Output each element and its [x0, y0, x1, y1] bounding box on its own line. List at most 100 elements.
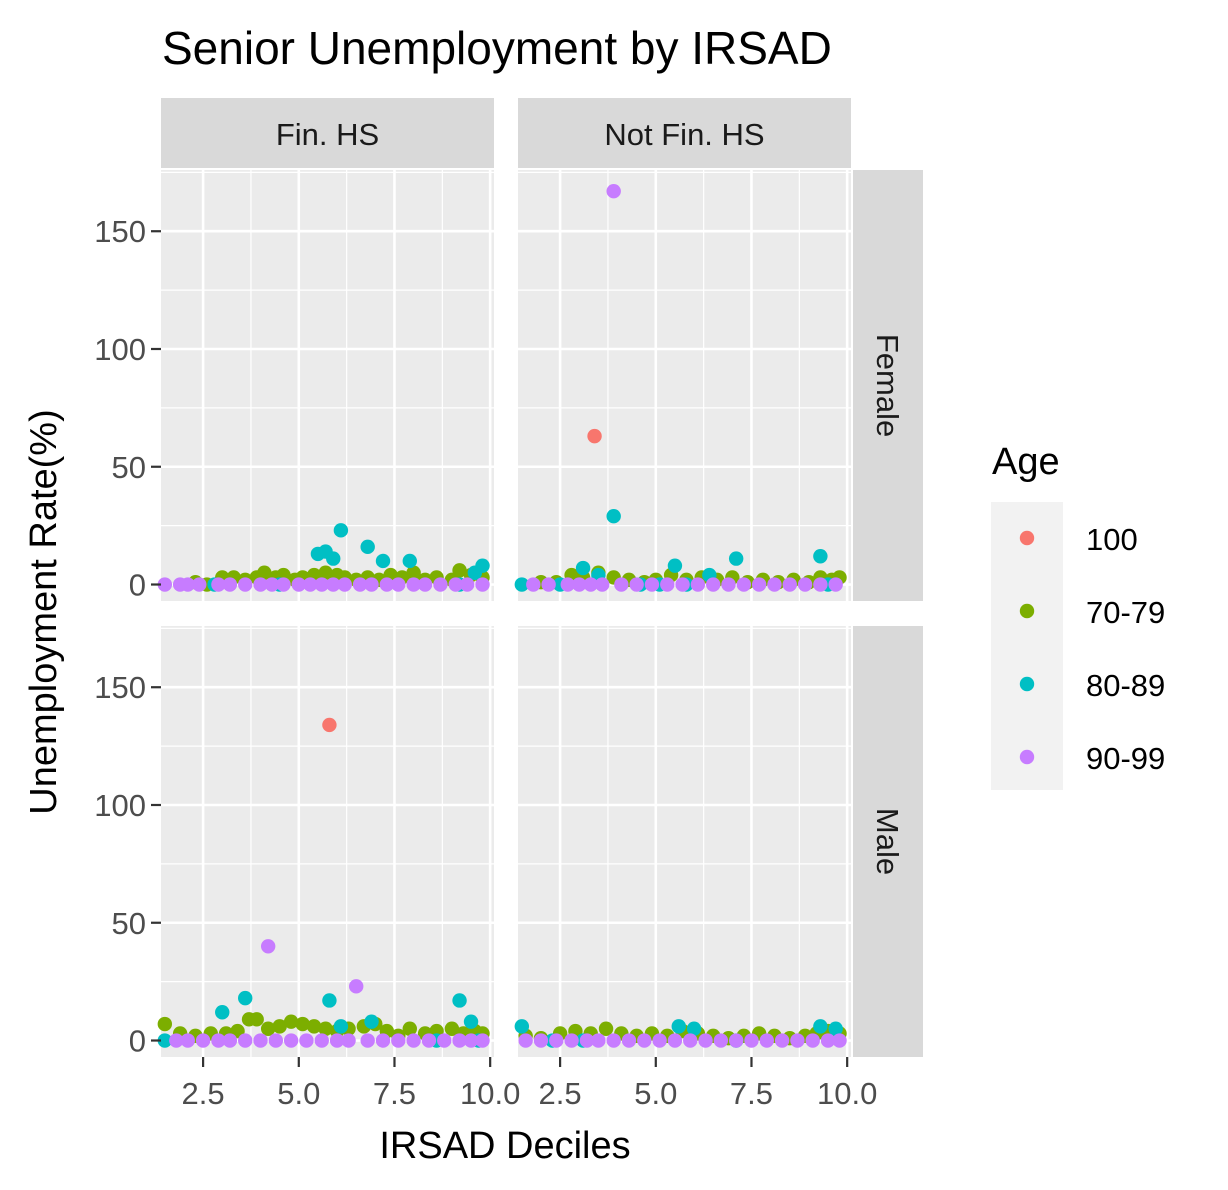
data-point-90-99: [637, 1033, 652, 1048]
data-point-90-99: [797, 577, 813, 592]
data-point-90-99: [391, 577, 406, 592]
data-point-90-99: [828, 577, 843, 592]
data-point-80-89: [828, 1021, 843, 1036]
data-point-80-89: [813, 1019, 828, 1034]
data-point-80-89: [157, 1033, 173, 1048]
data-point-90-99: [667, 1033, 683, 1048]
data-point-70-79: [318, 565, 333, 580]
data-point-80-89: [475, 558, 490, 573]
data-point-90-99: [736, 577, 752, 592]
data-point-80-89: [813, 549, 828, 564]
facet-strip-col-label: Not Fin. HS: [604, 117, 764, 152]
data-point-90-99: [283, 1033, 299, 1048]
data-point-90-99: [299, 1033, 314, 1048]
panel-background: [518, 626, 851, 1057]
data-point-70-79: [406, 565, 421, 580]
data-point-90-99: [253, 577, 268, 592]
data-point-90-99: [591, 1033, 606, 1048]
data-point-90-99: [253, 1033, 268, 1048]
data-point-80-89: [333, 523, 349, 538]
data-point-90-99: [526, 577, 541, 592]
data-point-90-99: [291, 577, 306, 592]
legend-key-90-99: [1019, 749, 1035, 765]
data-point-90-99: [169, 1033, 184, 1048]
points-not-fin-hs-male: [514, 1019, 847, 1048]
legend-key-100: [1019, 530, 1035, 546]
data-point-90-99: [475, 577, 490, 592]
x-axis-label: IRSAD Deciles: [379, 1125, 630, 1167]
data-point-90-99: [706, 577, 721, 592]
data-point-90-99: [341, 1033, 356, 1048]
data-point-90-99: [195, 1033, 211, 1048]
points-fin-hs-female: [157, 523, 490, 592]
data-point-80-89: [575, 560, 591, 576]
data-point-90-99: [437, 1033, 452, 1048]
data-point-90-99: [180, 1033, 195, 1048]
data-point-90-99: [652, 1033, 667, 1048]
y-axis-group: 0 50 100 150 0 50 100 150: [94, 214, 161, 1059]
data-point-90-99: [644, 577, 660, 592]
panel-background: [518, 170, 851, 601]
data-point-80-89: [238, 990, 253, 1006]
legend-key-70-79: [1019, 603, 1035, 619]
data-point-90-99: [572, 577, 587, 592]
data-point-90-99: [192, 577, 207, 592]
data-point-80-89: [452, 993, 467, 1008]
facet-strip-col-label: Fin. HS: [276, 117, 379, 152]
data-point-70-79: [306, 1019, 322, 1034]
data-point-90-99: [375, 1033, 391, 1048]
y-axis-label: Unemployment Rate(%): [23, 409, 65, 814]
data-point-90-99: [222, 577, 238, 592]
data-point-90-99: [391, 1033, 406, 1048]
data-point-80-89: [671, 1019, 686, 1034]
data-point-70-79: [444, 1021, 460, 1036]
data-point-90-99: [238, 577, 253, 592]
data-point-90-99: [157, 577, 173, 592]
data-point-90-99: [579, 1033, 595, 1048]
data-point-80-89: [514, 1019, 530, 1034]
data-point-90-99: [433, 577, 448, 592]
legend-key-background: [991, 502, 1063, 790]
data-point-90-99: [406, 1033, 421, 1048]
data-point-90-99: [621, 1033, 637, 1048]
data-point-70-79: [318, 1021, 333, 1036]
data-point-90-99: [744, 1033, 759, 1048]
data-point-90-99: [421, 1033, 437, 1048]
data-point-80-89: [514, 577, 530, 592]
data-point-90-99: [690, 577, 706, 592]
data-point-80-89: [686, 1021, 702, 1036]
data-point-90-99: [606, 183, 621, 199]
panel-grid: [157, 170, 851, 1057]
y-tick-label: 150: [94, 214, 146, 249]
legend-key-80-89: [1019, 676, 1035, 692]
legend-label: 90-99: [1086, 741, 1165, 776]
data-point-80-89: [322, 993, 337, 1008]
x-axis-group: 2.5 5.0 7.5 10.0 2.5 5.0 7.5 10.0: [182, 1057, 877, 1111]
data-point-90-99: [660, 577, 675, 592]
data-point-90-99: [820, 1033, 836, 1048]
data-point-90-99: [360, 1033, 375, 1048]
data-point-90-99: [595, 577, 610, 592]
data-point-80-89: [402, 553, 417, 569]
data-point-80-89: [728, 551, 744, 566]
data-point-70-79: [260, 1021, 276, 1036]
data-point-90-99: [721, 577, 736, 592]
x-tick-label: 10.0: [460, 1076, 520, 1111]
data-point-80-89: [606, 509, 621, 524]
data-point-100: [587, 428, 602, 444]
data-point-80-89: [326, 551, 341, 566]
facet-strip-row-label: Female: [870, 334, 905, 437]
x-tick-label: 5.0: [634, 1076, 677, 1111]
facet-strip-col: [161, 98, 494, 168]
data-point-90-99: [211, 577, 226, 592]
data-point-90-99: [364, 577, 379, 592]
data-point-90-99: [728, 1033, 744, 1048]
legend-label: 70-79: [1086, 595, 1165, 630]
data-point-90-99: [782, 577, 797, 592]
data-point-80-89: [360, 539, 375, 555]
x-tick-label: 5.0: [277, 1076, 320, 1111]
data-point-90-99: [211, 1033, 226, 1048]
data-point-90-99: [326, 577, 341, 592]
data-point-90-99: [790, 1033, 805, 1048]
chart-title: Senior Unemployment by IRSAD: [162, 22, 832, 74]
